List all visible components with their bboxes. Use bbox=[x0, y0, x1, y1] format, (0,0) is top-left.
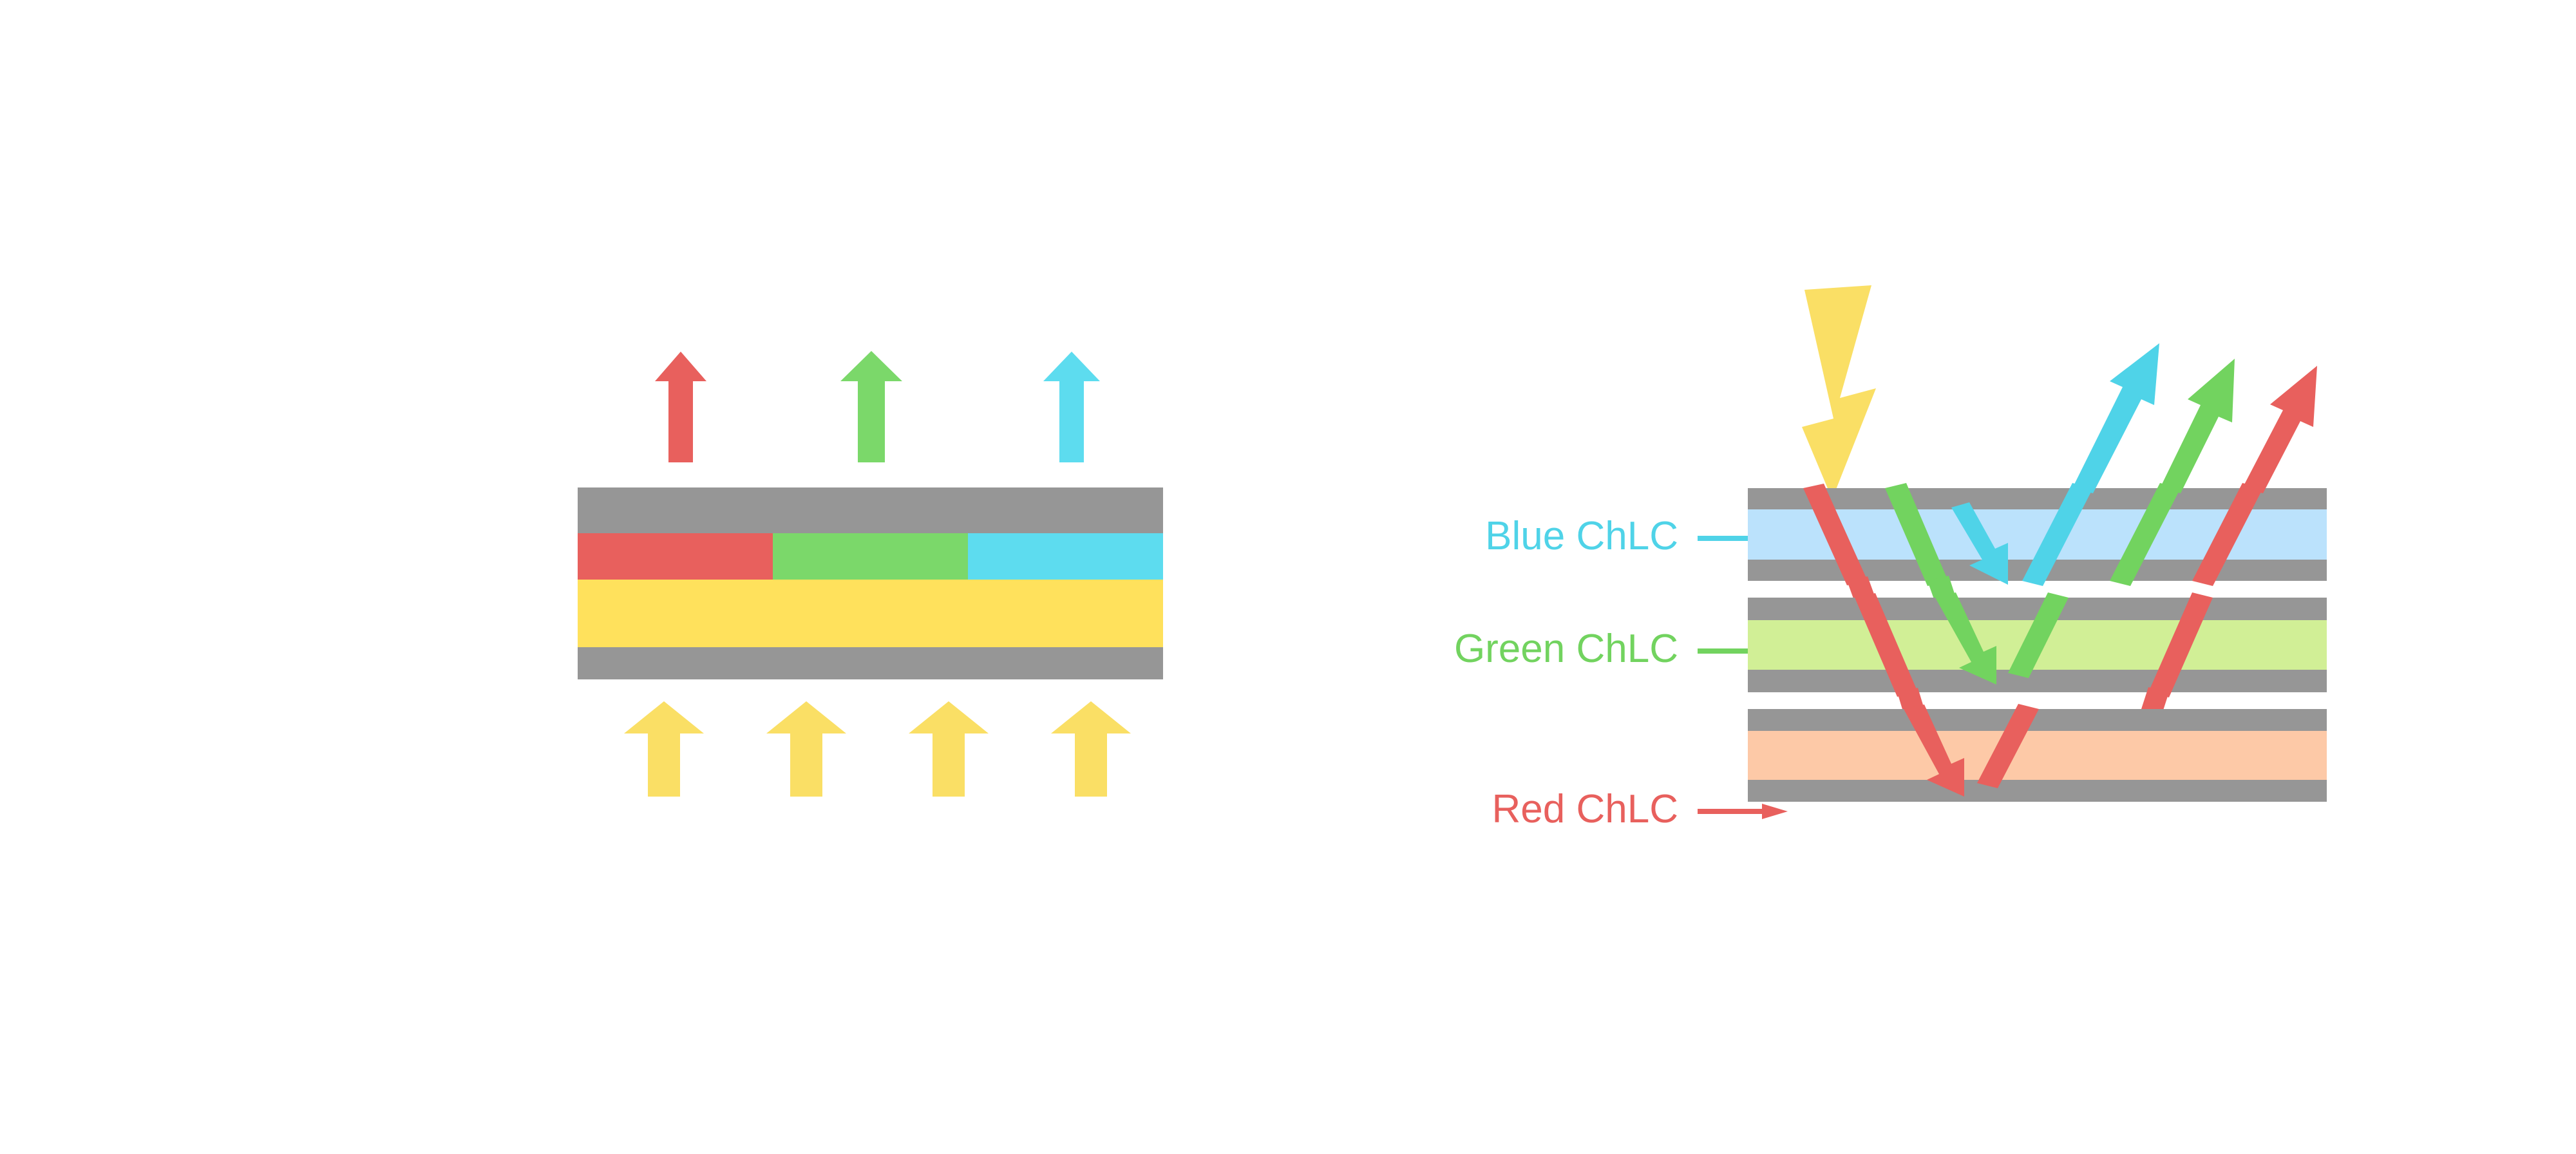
bottom-gray-substrate bbox=[578, 647, 1163, 679]
red-chlc-layer bbox=[1748, 731, 2327, 780]
beams-over-green-cell bbox=[1855, 592, 2213, 697]
red-label-arrow-icon bbox=[1698, 804, 1788, 819]
red-beam-gap2-seg-b bbox=[2141, 687, 2169, 714]
incident-arrow-icon bbox=[1802, 285, 1876, 499]
yellow-backlight-layer bbox=[578, 580, 1163, 647]
blue-color-filter bbox=[968, 533, 1163, 580]
blue-absorbed-arrow-icon bbox=[1951, 502, 2008, 585]
green-emitted-light-arrow bbox=[840, 351, 902, 462]
blue-cell-top-electrode bbox=[1748, 488, 2327, 509]
red-reflected-beam-seg3 bbox=[1977, 704, 2039, 788]
top-gray-substrate bbox=[578, 487, 1163, 533]
red-transmitted-beam-seg2 bbox=[1855, 593, 1918, 697]
white-incident-light-arrow bbox=[1802, 285, 1876, 499]
label-blue-chlc-text: Blue ChLC bbox=[1485, 514, 1678, 558]
red-reflected-beam-seg bbox=[2192, 483, 2263, 586]
blue-reflected-beam-seg bbox=[2022, 483, 2093, 586]
red-chlc-cell bbox=[1748, 709, 2327, 802]
label-red-chlc: Red ChLC bbox=[1492, 787, 1788, 831]
blue-emitted-light-arrow bbox=[1043, 352, 1100, 462]
green-transmitted-beam-seg bbox=[1885, 483, 1948, 586]
green-color-filter bbox=[773, 533, 968, 580]
green-reflected-beam-seg2 bbox=[2008, 592, 2069, 678]
green-cell-bottom-electrode bbox=[1748, 670, 2327, 692]
green-absorbed-arrow-icon bbox=[1935, 592, 1996, 685]
red-reflected-arrow-icon bbox=[2242, 366, 2317, 493]
red-color-filter bbox=[578, 533, 773, 580]
white-backlight-arrows bbox=[624, 701, 1131, 797]
red-absorbed-arrow-icon bbox=[1904, 705, 1964, 797]
blue-reflected-arrow-icon bbox=[2072, 343, 2159, 493]
label-green-chlc-text: Green ChLC bbox=[1454, 627, 1678, 671]
left-layer-stack bbox=[578, 487, 1163, 679]
red-cell-bottom-electrode bbox=[1748, 780, 2327, 802]
red-arrow-icon bbox=[655, 352, 706, 462]
reflected-beams-above-stack bbox=[2072, 343, 2317, 493]
red-transmitted-beam-seg bbox=[1803, 484, 1868, 585]
cyan-arrow-icon bbox=[1043, 352, 1100, 462]
backlight-arrow-icon bbox=[1051, 701, 1131, 797]
red-cell-top-electrode bbox=[1748, 709, 2327, 731]
backlight-arrow-icon bbox=[624, 701, 704, 797]
green-reflected-arrow-icon bbox=[2160, 359, 2235, 493]
red-emitted-light-arrow bbox=[655, 352, 706, 462]
red-reflected-beam-seg2 bbox=[2148, 592, 2213, 697]
beams-over-blue-cell bbox=[1803, 483, 2263, 586]
beams-over-red-cell bbox=[1904, 704, 2039, 797]
label-red-chlc-text: Red ChLC bbox=[1492, 787, 1678, 831]
backlight-arrow-icon bbox=[766, 701, 846, 797]
backlight-arrow-icon bbox=[909, 701, 989, 797]
right-panel-group: Blue ChLC Green ChLC Red ChLC bbox=[1454, 285, 2327, 831]
left-panel-group bbox=[578, 351, 1163, 797]
green-arrow-icon bbox=[840, 351, 902, 462]
green-reflected-beam-seg bbox=[2110, 483, 2181, 586]
